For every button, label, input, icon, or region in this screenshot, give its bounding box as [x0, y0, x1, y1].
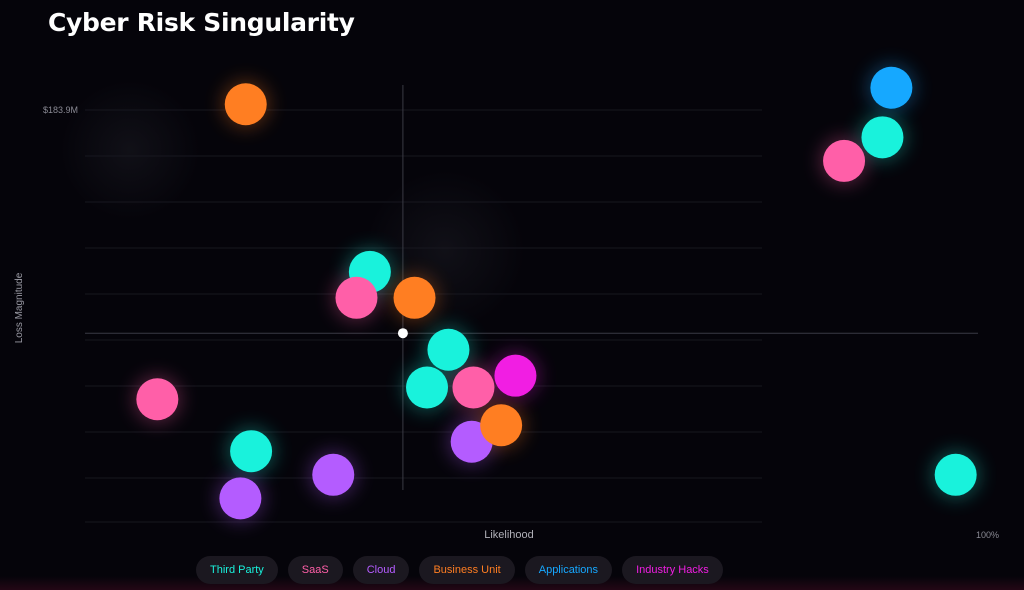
y-axis-label: Loss Magnitude [14, 272, 25, 343]
legend: Third Party SaaS Cloud Business Unit Applica… [196, 556, 723, 584]
legend-filter-business-unit[interactable]: Business Unit [419, 556, 515, 584]
x-axis-max-label: 100% [976, 530, 999, 540]
legend-filter-applications[interactable]: Applications [524, 556, 613, 584]
background-haze [60, 80, 525, 330]
bubble-cloud[interactable] [219, 477, 262, 520]
bubble-third-party[interactable] [406, 366, 449, 409]
bubble-industry-hacks[interactable] [494, 354, 537, 397]
bubble-business-unit[interactable] [224, 83, 267, 126]
bubbles[interactable] [136, 66, 977, 520]
bubble-saas[interactable] [136, 378, 179, 421]
bubble-saas[interactable] [823, 139, 866, 182]
bubble-business-unit[interactable] [393, 276, 436, 319]
bubble-third-party[interactable] [934, 453, 977, 496]
legend-filter-third-party[interactable]: Third Party [196, 556, 278, 584]
crosshair-center-dot [397, 328, 408, 339]
legend-filter-saas[interactable]: SaaS [287, 556, 343, 584]
y-axis-max-label: $183.9M [43, 105, 78, 115]
legend-filter-industry-hacks[interactable]: Industry Hacks [622, 556, 723, 584]
bubble-saas[interactable] [335, 276, 378, 319]
page-title: Cyber Risk Singularity [48, 8, 355, 37]
legend-filter-cloud[interactable]: Cloud [352, 556, 410, 584]
bubble-third-party[interactable] [861, 116, 904, 159]
bubble-third-party[interactable] [427, 328, 470, 371]
bubble-cloud[interactable] [312, 453, 355, 496]
bubble-third-party[interactable] [230, 430, 273, 473]
x-axis-label: Likelihood [484, 529, 534, 541]
bubble-saas[interactable] [452, 366, 495, 409]
bubble-applications[interactable] [870, 66, 913, 109]
bubble-business-unit[interactable] [480, 404, 523, 447]
